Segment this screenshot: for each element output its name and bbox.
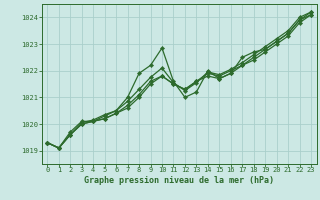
X-axis label: Graphe pression niveau de la mer (hPa): Graphe pression niveau de la mer (hPa)	[84, 176, 274, 185]
